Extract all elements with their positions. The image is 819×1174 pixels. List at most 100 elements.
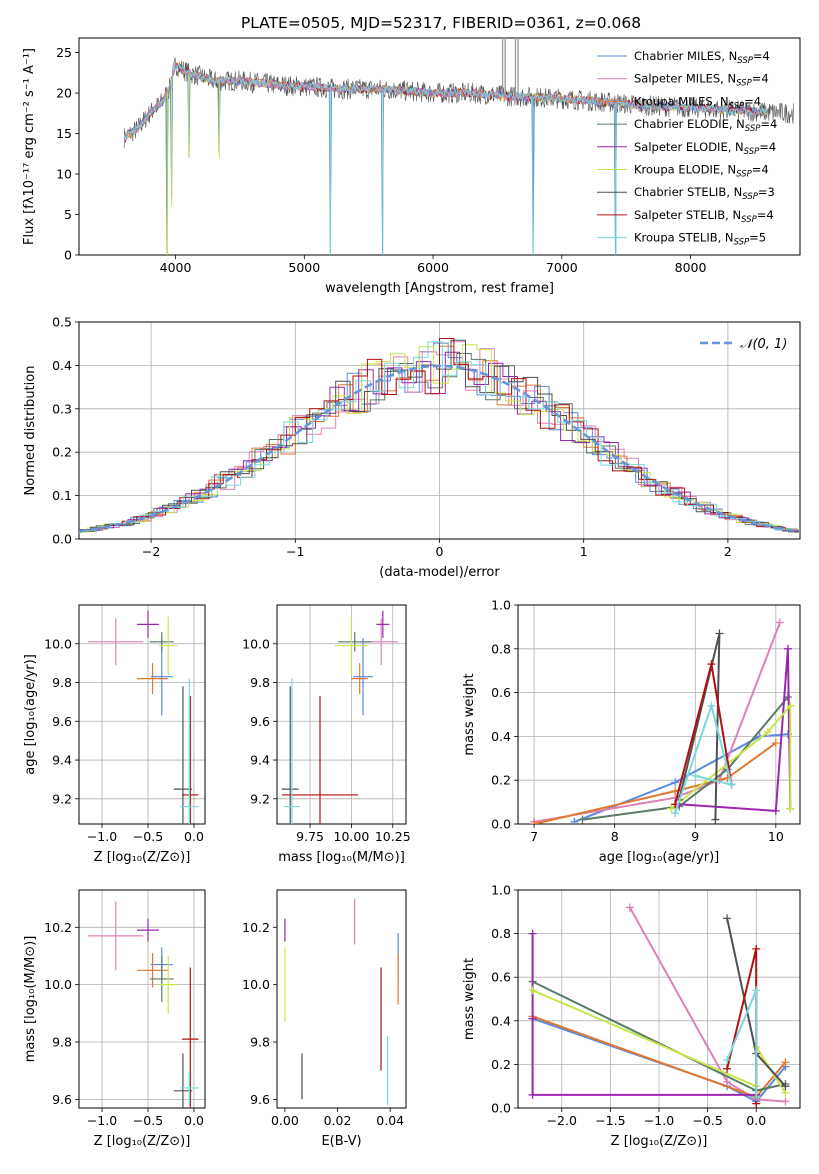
legend-label: Salpeter STELIB, NSSP=4 bbox=[634, 208, 774, 225]
weight-marker bbox=[723, 1064, 732, 1073]
x-axis-label: age [log₁₀(age/yr)] bbox=[599, 850, 720, 865]
axes-frame bbox=[78, 604, 206, 825]
age-vs-Z-errorbars bbox=[88, 610, 199, 824]
y-tick-label: 9.4 bbox=[250, 753, 270, 768]
errorbar-point bbox=[88, 618, 144, 666]
legend-label-main: Chabrier STELIB, N bbox=[634, 185, 742, 199]
x-axis-label: E(B-V) bbox=[321, 1134, 361, 1149]
y-tick-label: 20 bbox=[56, 86, 72, 101]
weight-marker bbox=[786, 804, 795, 813]
errorbar-point bbox=[376, 610, 390, 638]
legend-label-sub: SSP bbox=[745, 124, 761, 134]
legend-label: Salpeter MILES, NSSP=4 bbox=[634, 72, 769, 89]
weight-marker bbox=[530, 820, 539, 824]
legend-label-sub: SSP bbox=[734, 238, 750, 248]
weight-vs-age-axes: 7 8 9 10 0.0 0.2 0.4 0.6 0.8 1.0 age [log₁₀(age/yr… bbox=[462, 598, 801, 865]
weight-vs-Z-lines bbox=[528, 903, 790, 1108]
x-tick-label: −0.5 bbox=[133, 1113, 163, 1128]
legend-label-main: Chabrier MILES, N bbox=[634, 49, 737, 63]
weight-series-line bbox=[582, 696, 789, 821]
legend-label: Kroupa ELODIE, NSSP=4 bbox=[634, 163, 769, 180]
x-axis-label: mass [log₁₀(M/M⊙)] bbox=[278, 850, 405, 865]
x-tick-label: −1.0 bbox=[87, 1113, 117, 1128]
y-tick-label: 9.4 bbox=[52, 753, 72, 768]
x-tick-label: 0.00 bbox=[271, 1113, 299, 1128]
mass-vs-ebv-errorbars bbox=[284, 898, 399, 1106]
y-tick-label: 9.8 bbox=[250, 675, 270, 690]
weight-vs-age-lines bbox=[530, 618, 795, 824]
x-tick-label: 10.25 bbox=[375, 829, 411, 844]
weight-marker bbox=[752, 986, 761, 995]
y-tick-label: 0.8 bbox=[491, 926, 511, 941]
y-axis-label: age [log₁₀(age/yr)] bbox=[23, 654, 38, 775]
mass-vs-Z-errorbars bbox=[88, 901, 199, 1108]
x-tick-label: 0 bbox=[436, 544, 444, 559]
y-tick-label: 15 bbox=[56, 126, 72, 141]
weight-marker bbox=[752, 1093, 761, 1102]
y-tick-label: 9.2 bbox=[250, 791, 270, 806]
y-tick-label: 0.2 bbox=[52, 445, 72, 460]
legend-label-sub: SSP bbox=[729, 101, 745, 111]
weight-marker bbox=[775, 618, 784, 627]
weight-marker bbox=[528, 986, 537, 995]
y-tick-label: 9.8 bbox=[52, 1035, 72, 1050]
y-tick-label: 0.0 bbox=[52, 532, 72, 547]
spectrum-series-line bbox=[123, 63, 768, 141]
errorbar-point bbox=[149, 955, 174, 1002]
x-tick-label: −2 bbox=[142, 544, 160, 559]
weight-marker bbox=[786, 701, 795, 710]
x-tick-label: −0.5 bbox=[692, 1113, 722, 1128]
x-axis-label: Z [log₁₀(Z/Z⊙)] bbox=[94, 1134, 191, 1149]
figure-title: PLATE=0505, MJD=52317, FIBERID=0361, z=0… bbox=[241, 14, 641, 32]
weight-marker bbox=[711, 815, 720, 824]
legend-label-sub: SSP bbox=[742, 192, 758, 202]
legend-label-tail: =4 bbox=[753, 49, 770, 63]
weight-marker bbox=[671, 778, 680, 787]
y-tick-label: 1.0 bbox=[491, 598, 511, 613]
weight-marker bbox=[625, 903, 634, 912]
errorbar-point bbox=[88, 901, 144, 971]
x-tick-label: 0.0 bbox=[184, 1113, 204, 1128]
residuals-axes: −2 −1 0 1 2 0.0 0.1 0.2 0.3 0.4 0.5 (data-model)/er… bbox=[23, 315, 801, 580]
y-tick-label: 9.6 bbox=[52, 1092, 72, 1107]
errorbar-point bbox=[351, 663, 368, 695]
errorbar-point bbox=[159, 955, 178, 1014]
weight-marker bbox=[763, 728, 772, 737]
weight-marker bbox=[723, 914, 732, 923]
x-tick-label: 8 bbox=[611, 829, 619, 844]
y-tick-label: 0.4 bbox=[491, 729, 511, 744]
x-tick-label: 8000 bbox=[675, 260, 707, 275]
legend-label-tail: =4 bbox=[757, 208, 774, 222]
weight-series-line bbox=[679, 648, 792, 812]
x-tick-label: −1.0 bbox=[644, 1113, 674, 1128]
y-axis-label: mass weight bbox=[462, 958, 477, 1040]
axes-frame bbox=[78, 37, 801, 256]
y-tick-label: 0.8 bbox=[491, 641, 511, 656]
y-tick-label: 0 bbox=[64, 248, 72, 263]
x-tick-label: 5000 bbox=[288, 260, 320, 275]
normal-curve bbox=[79, 364, 800, 533]
errorbar-point bbox=[136, 610, 160, 638]
x-tick-label: −1.5 bbox=[595, 1113, 625, 1128]
y-tick-label: 0.6 bbox=[491, 685, 511, 700]
histogram-series bbox=[79, 351, 800, 532]
x-axis-label: (data-model)/error bbox=[379, 565, 500, 580]
y-tick-label: 0.0 bbox=[491, 817, 511, 832]
axes-frame bbox=[517, 889, 801, 1109]
x-tick-label: 0.02 bbox=[324, 1113, 352, 1128]
weight-marker bbox=[771, 806, 780, 815]
x-tick-label: 7 bbox=[530, 829, 538, 844]
legend-label-main: Salpeter ELODIE, N bbox=[634, 140, 744, 154]
weight-marker bbox=[667, 804, 676, 813]
legend-label-tail: =5 bbox=[749, 231, 766, 245]
weight-marker bbox=[727, 780, 736, 789]
y-tick-label: 9.6 bbox=[250, 714, 270, 729]
y-tick-label: 0.3 bbox=[52, 401, 72, 416]
y-tick-label: 10.2 bbox=[44, 920, 72, 935]
y-tick-label: 0.4 bbox=[52, 358, 72, 373]
y-tick-label: 10.0 bbox=[44, 636, 72, 651]
y-tick-label: 5 bbox=[64, 207, 72, 222]
weight-marker bbox=[671, 809, 680, 818]
errorbar-point bbox=[182, 967, 199, 1108]
